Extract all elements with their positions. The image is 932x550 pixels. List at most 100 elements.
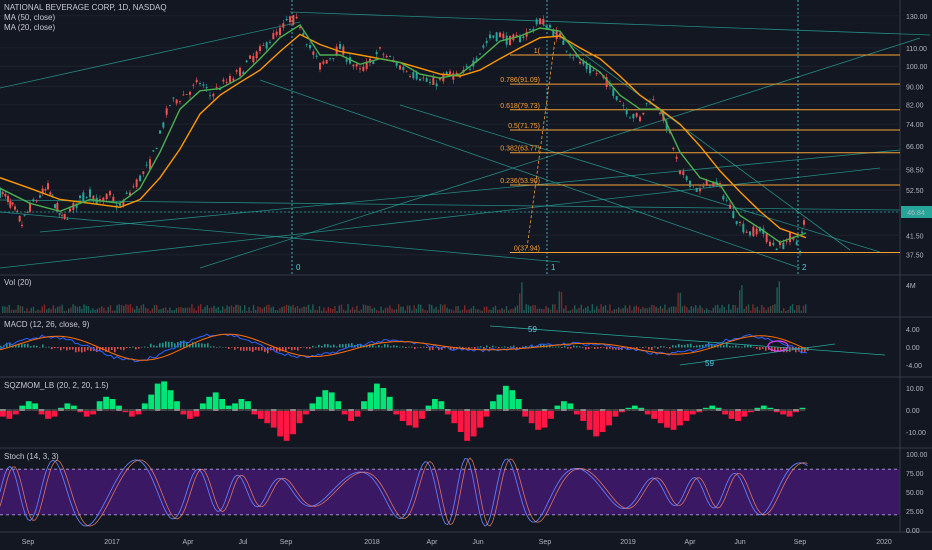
squeeze-dot — [257, 409, 264, 411]
candle-body — [85, 197, 88, 198]
candle-body — [352, 64, 355, 67]
volume-bar — [758, 310, 761, 313]
squeeze-dot — [773, 409, 780, 411]
volume-bar — [30, 307, 32, 313]
macd-histogram-bar — [225, 347, 227, 348]
volume-bar — [202, 309, 204, 313]
candle-body — [225, 81, 228, 83]
price-panel[interactable]: 0 1 2 1(0.786(91.09) 0.618(79.73) 0.5(71.75) 0… — [0, 0, 931, 275]
squeeze-momentum-bar — [70, 405, 77, 410]
candle-body — [419, 78, 421, 81]
candle-body — [745, 231, 748, 233]
macd-histogram-bar — [351, 343, 353, 348]
volume-bar — [659, 306, 662, 313]
squeeze-dot — [225, 409, 232, 411]
squeeze-dot — [90, 409, 97, 411]
candle-body — [9, 201, 12, 208]
volume-bar — [536, 308, 538, 313]
squeeze-momentum-bar — [238, 399, 245, 410]
squeeze-dot — [715, 409, 722, 411]
volume-bar — [437, 309, 439, 313]
squeeze-momentum-bar — [19, 405, 26, 410]
stoch-k-line — [0, 457, 808, 527]
volume-bar — [736, 307, 739, 313]
candle-body — [149, 159, 151, 170]
squeeze-dot — [116, 409, 122, 411]
candle-body — [75, 203, 78, 208]
macd-histogram-bar — [378, 345, 380, 348]
volume-bar — [112, 310, 114, 313]
macd-histogram-bar — [591, 346, 593, 348]
volume-bar — [532, 305, 534, 313]
candle-body — [255, 51, 258, 59]
candle-body — [362, 66, 365, 71]
volume-bar — [380, 306, 382, 313]
volume-bar — [274, 309, 277, 313]
macd-histogram-bar — [699, 344, 701, 348]
time-axis-label: Sep — [539, 539, 552, 546]
volume-bar — [591, 304, 593, 313]
macd-histogram-bar — [453, 347, 455, 351]
candle-body — [4, 193, 7, 197]
candle-body — [712, 181, 715, 187]
macd-panel[interactable]: 59 59 — [0, 325, 886, 368]
macd-histogram-bar — [708, 342, 710, 348]
macd-histogram-bar — [777, 347, 779, 351]
volume-bar — [488, 309, 490, 313]
squeeze-dot — [373, 409, 380, 411]
candle-body — [389, 56, 391, 57]
volume-bar — [356, 305, 358, 313]
volume-bar — [24, 310, 26, 313]
volume-bar — [464, 305, 466, 313]
volume-bar — [743, 308, 745, 313]
volume-bar — [156, 304, 158, 313]
squeeze-momentum-bar — [154, 383, 161, 410]
squeeze-momentum-bar — [367, 392, 374, 410]
candle-body — [282, 23, 285, 28]
volume-panel[interactable] — [2, 281, 807, 313]
squeeze-dot — [186, 409, 193, 411]
macd-histogram-bar — [720, 345, 722, 348]
volume-bar — [158, 309, 160, 313]
squeeze-dot — [367, 409, 374, 411]
volume-bar — [677, 292, 679, 313]
candle-body — [109, 191, 111, 196]
volume-bar — [763, 307, 765, 313]
volume-bar — [325, 310, 327, 313]
squeeze-momentum-bar — [677, 410, 683, 426]
squeeze-dot — [438, 409, 445, 411]
candle-body — [49, 192, 52, 195]
squeeze-momentum-bar — [580, 410, 587, 421]
macd-histogram-bar — [792, 347, 794, 351]
macd-histogram-bar — [177, 342, 179, 348]
macd-histogram-bar — [150, 343, 152, 348]
squeeze-momentum-bar — [419, 410, 425, 419]
volume-bar — [145, 307, 147, 313]
squeeze-dot — [631, 409, 638, 411]
macd-histogram-bar — [333, 344, 335, 348]
squeeze-momentum-panel[interactable] — [0, 381, 806, 441]
volume-bar — [653, 305, 655, 313]
squeeze-momentum-bar — [373, 383, 380, 410]
volume-bar — [92, 308, 94, 313]
candle-body — [785, 241, 788, 243]
candle-body — [529, 29, 531, 30]
macd-histogram-bar — [210, 346, 212, 348]
squeeze-momentum-bar — [283, 410, 290, 441]
candle-body — [372, 61, 375, 65]
candle-body — [342, 46, 345, 55]
stochastic-panel[interactable] — [0, 457, 900, 527]
macd-histogram-bar — [747, 345, 749, 348]
volume-bar — [420, 304, 422, 313]
squeeze-momentum-bar — [77, 410, 84, 413]
volume-bar — [37, 309, 39, 313]
squeeze-momentum-bar — [174, 401, 180, 410]
squeeze-momentum-bar — [644, 410, 651, 415]
volume-bar — [35, 310, 37, 313]
macd-histogram-bar — [762, 347, 764, 349]
macd-histogram-bar — [216, 347, 218, 348]
last-price-label: 46.84 — [907, 210, 925, 217]
volume-bar — [336, 310, 338, 313]
trend-line — [0, 211, 561, 263]
